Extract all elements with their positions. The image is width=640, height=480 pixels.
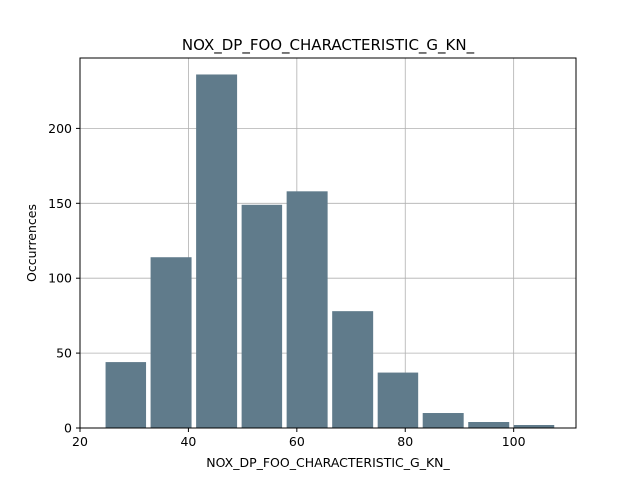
- histogram-bar-3: [241, 204, 283, 428]
- histogram-bar-7: [422, 413, 464, 428]
- histogram-bar-4: [286, 191, 328, 428]
- histogram-bar-1: [150, 257, 192, 428]
- histogram-bar-5: [332, 311, 374, 428]
- chart-title: NOX_DP_FOO_CHARACTERISTIC_G_KN_: [182, 36, 475, 55]
- y-tick-label: 200: [48, 121, 72, 136]
- y-tick-label: 100: [48, 271, 72, 286]
- x-tick-label: 60: [289, 434, 305, 449]
- x-tick-label: 40: [180, 434, 196, 449]
- histogram-bar-6: [377, 372, 419, 428]
- y-tick-label: 50: [56, 346, 72, 361]
- y-axis-label: Occurrences: [24, 204, 39, 282]
- y-axis-ticks: 0 50 100 150 200: [48, 121, 80, 436]
- histogram-bar-8: [468, 422, 510, 428]
- y-tick-label: 0: [64, 421, 72, 436]
- bars: [105, 74, 555, 429]
- x-axis-label: NOX_DP_FOO_CHARACTERISTIC_G_KN_: [206, 455, 450, 470]
- plot-frame: [79, 57, 577, 429]
- y-tick-label: 150: [48, 196, 72, 211]
- histogram-bar-9: [513, 425, 555, 428]
- histogram-bar-2: [196, 74, 238, 429]
- histogram-bar-0: [105, 362, 147, 428]
- x-tick-label: 20: [72, 434, 88, 449]
- x-tick-label: 100: [502, 434, 526, 449]
- x-axis-ticks: 20 40 60 80 100: [72, 428, 526, 449]
- x-tick-label: 80: [397, 434, 413, 449]
